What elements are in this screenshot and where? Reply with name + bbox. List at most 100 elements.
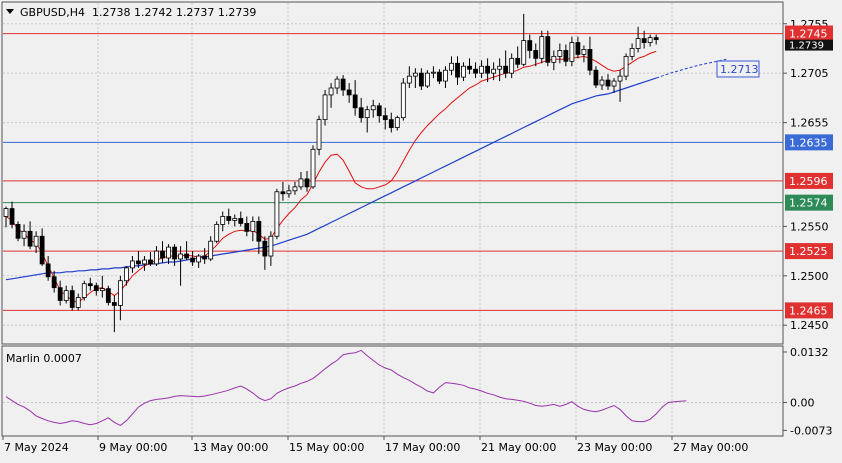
candle	[117, 275, 123, 321]
candle-body-bull	[196, 255, 202, 263]
candle	[629, 43, 635, 61]
price-tick-label: 1.2450	[790, 319, 829, 332]
candle-body-bull	[166, 246, 171, 259]
candle	[3, 206, 9, 228]
candle-body-bear	[593, 69, 599, 86]
candle-body-bull	[394, 117, 400, 128]
candle-body-bear	[148, 259, 153, 265]
candle-body-bull	[322, 94, 328, 121]
candle-body-bull	[232, 218, 238, 221]
candle-body-bull	[611, 80, 617, 87]
candle	[424, 70, 430, 88]
candle	[45, 256, 51, 281]
candle	[316, 115, 322, 156]
candle-body-bear	[105, 288, 111, 303]
candle-body-bull	[75, 297, 81, 308]
candle-body-bear	[262, 240, 268, 257]
candle	[569, 36, 575, 67]
symbol-dropdown-icon[interactable]	[6, 9, 14, 14]
symbol-header: GBPUSD,H4 1.2738 1.2742 1.2737 1.2739	[20, 6, 256, 19]
candle	[280, 181, 286, 201]
candle-body-bear	[57, 287, 63, 301]
candle-body-bear	[352, 94, 358, 109]
candle-body-bull	[268, 235, 274, 257]
candle	[382, 107, 388, 130]
candle-body-bear	[256, 221, 262, 242]
candle	[286, 184, 292, 198]
level-price-badge	[785, 302, 833, 319]
candle	[455, 56, 460, 86]
candle	[292, 181, 298, 195]
candle-body-bull	[63, 290, 69, 301]
candle-body-bull	[629, 48, 635, 57]
candle	[551, 50, 557, 71]
candle-body-bear	[172, 246, 177, 260]
candle	[51, 270, 57, 293]
candle	[250, 216, 256, 242]
candle-body-bull	[635, 38, 641, 49]
candle	[509, 53, 515, 79]
candle	[160, 241, 165, 263]
candle	[641, 30, 647, 49]
candle	[244, 216, 250, 237]
candle-body-bull	[154, 250, 159, 265]
level-price-badge	[785, 243, 833, 260]
candle	[575, 36, 581, 59]
ma-slow-projection	[656, 58, 727, 79]
candle-body-bear	[184, 253, 190, 259]
candle	[370, 99, 376, 118]
main-plot-area[interactable]	[1, 1, 784, 345]
candle	[69, 285, 75, 311]
candle	[39, 228, 45, 266]
candle	[232, 214, 238, 227]
candle	[178, 246, 183, 286]
candle	[647, 34, 653, 47]
candle	[352, 80, 358, 116]
candle-body-bear	[376, 105, 382, 117]
candle	[256, 216, 262, 255]
candle-body-bull	[214, 223, 220, 242]
time-tick-label: 23 May 00:00	[577, 441, 652, 454]
candle-body-bear	[244, 223, 250, 232]
candle-body-bull	[33, 235, 39, 247]
current-price-badge	[785, 38, 833, 51]
candle	[196, 254, 202, 268]
time-tick-label: 21 May 00:00	[481, 441, 556, 454]
candle	[334, 76, 340, 94]
level-price-label: 1.2465	[789, 304, 828, 317]
candle-body-bull	[400, 82, 406, 119]
candle	[653, 34, 659, 45]
candle	[479, 60, 484, 79]
candle-body-bull	[581, 49, 587, 55]
indicator-tick-label: -0.0073	[790, 424, 832, 437]
candle	[473, 62, 478, 79]
candle	[521, 13, 527, 67]
candle-body-bull	[142, 259, 147, 265]
candle-body-bull	[316, 119, 322, 150]
candle	[63, 285, 69, 304]
price-tick-label: 1.2500	[790, 270, 829, 283]
candle	[27, 221, 33, 250]
level-price-label: 1.2574	[789, 197, 828, 210]
candle-body-bull	[557, 50, 563, 57]
candle	[539, 30, 545, 64]
candle-body-bull	[479, 65, 484, 74]
time-tick-label: 9 May 00:00	[99, 441, 167, 454]
candle-body-bear	[473, 68, 478, 74]
level-price-label: 1.2596	[789, 175, 828, 188]
candle	[497, 58, 503, 82]
candle-body-bear	[238, 218, 244, 224]
candle-body-bear	[226, 216, 232, 221]
candle-body-bull	[509, 57, 515, 74]
candle	[515, 46, 521, 69]
level-price-badge	[785, 172, 833, 189]
indicator-plot-area[interactable]	[1, 345, 784, 437]
candle	[105, 285, 111, 306]
candle	[467, 58, 472, 75]
time-tick-label: 17 May 00:00	[385, 441, 460, 454]
indicator-tick-label: 0.00	[790, 396, 815, 409]
candle-body-bear	[87, 283, 93, 287]
candle-body-bull	[178, 253, 183, 260]
candle	[21, 224, 27, 247]
